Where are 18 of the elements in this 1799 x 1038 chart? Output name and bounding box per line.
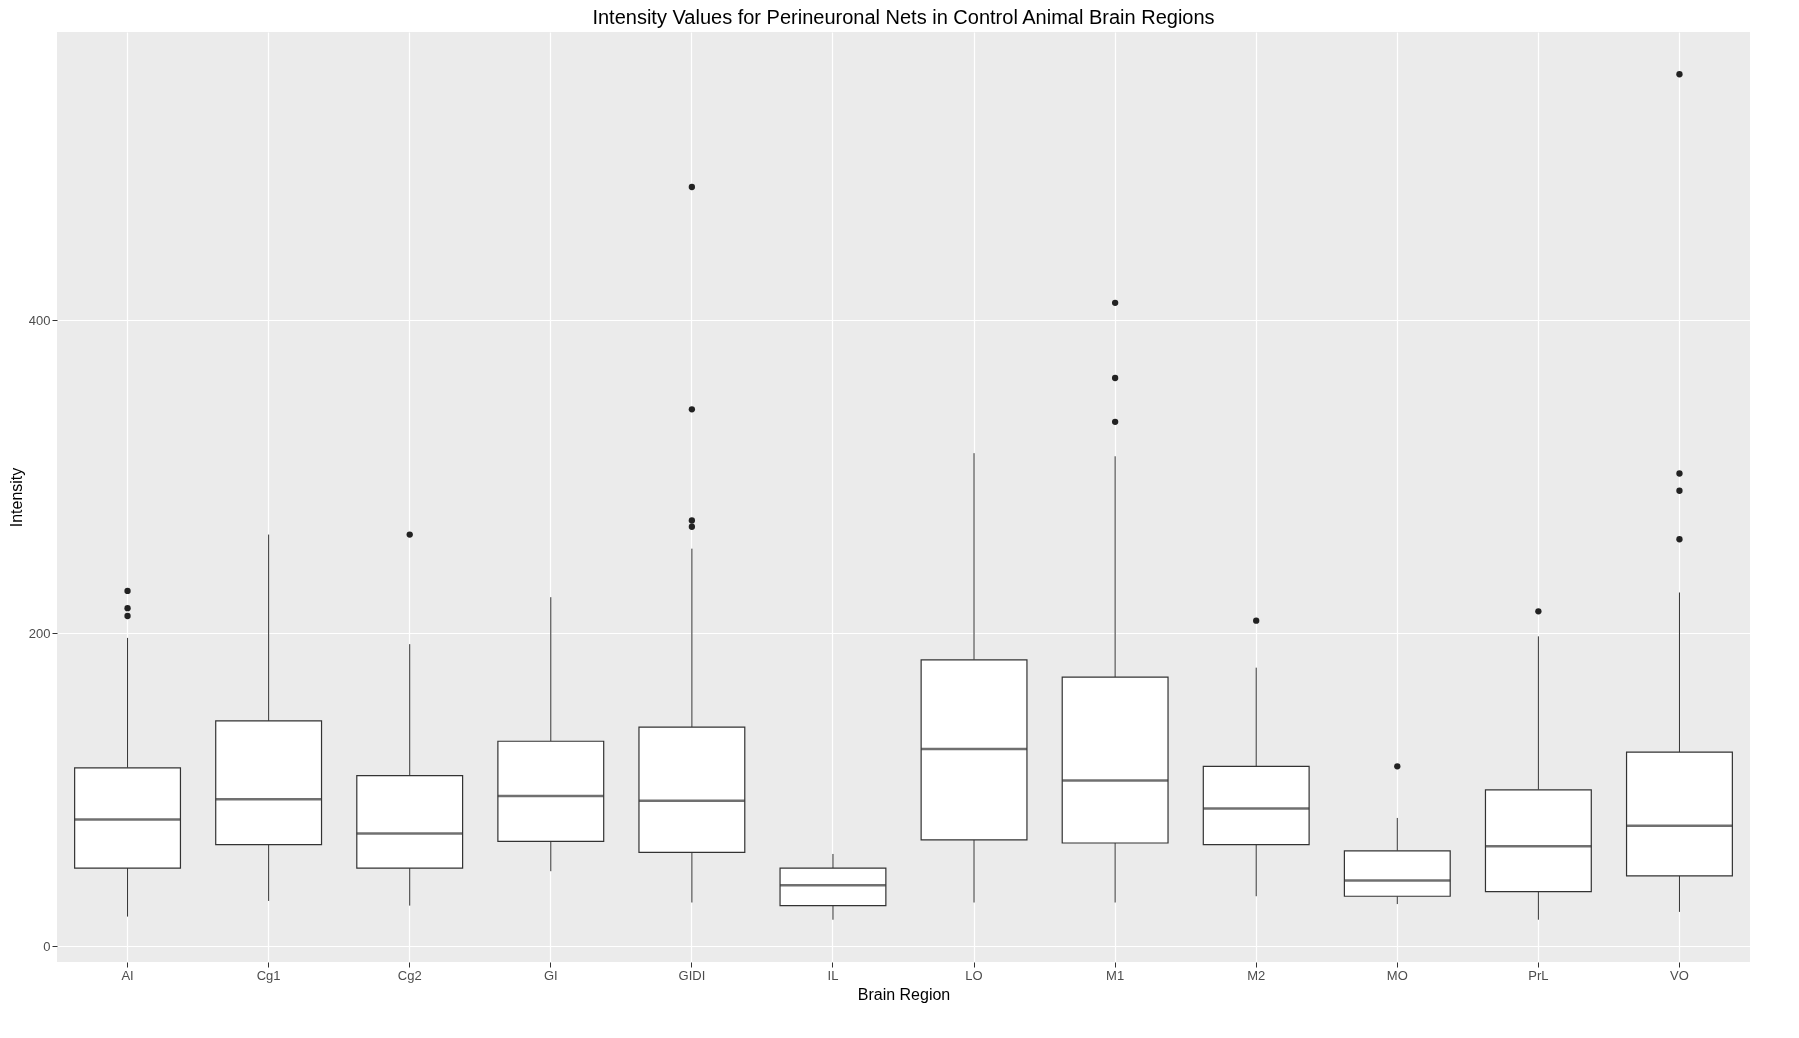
x-tick-label: Cg2 [397,967,422,983]
y-axis-title: Intensity [7,467,25,528]
y-tick-label: 400 [28,312,51,328]
x-tick-label: AI [121,967,134,983]
x-tick-label: PrL [1528,967,1549,983]
x-tick-label: GI [543,967,558,983]
y-tick-label: 200 [28,625,51,641]
x-tick-label: MO [1386,967,1408,983]
x-tick-label: Cg1 [256,967,281,983]
x-tick-label: IL [827,967,839,983]
x-tick-label: GIDI [678,967,706,983]
chart-title: Intensity Values for Perineuronal Nets in Control Animal Brain Regions [592,6,1215,28]
x-tick-label: M1 [1106,967,1125,983]
x-tick-label: M2 [1247,967,1266,983]
x-axis-title: Brain Region [857,985,951,1003]
x-tick-label: VO [1670,967,1689,983]
x-tick-label: LO [965,967,983,983]
y-tick-label: 0 [43,938,51,954]
